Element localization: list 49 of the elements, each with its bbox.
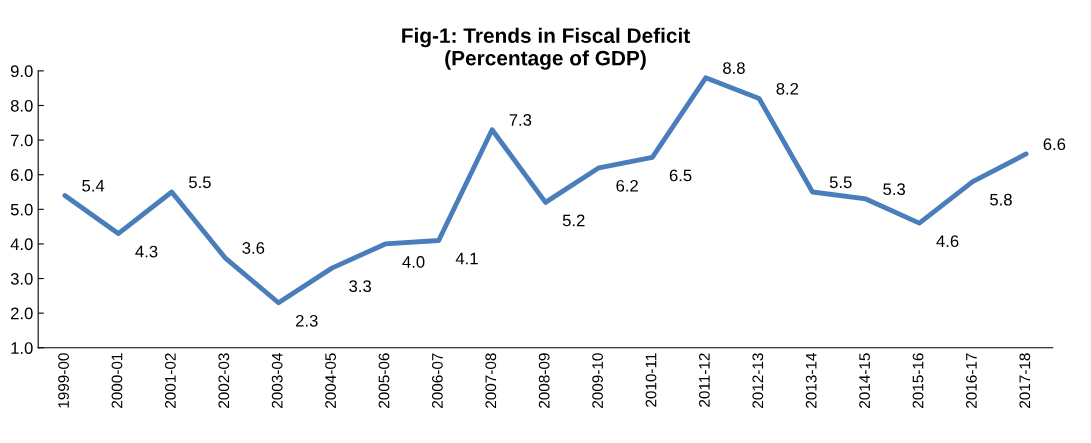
x-tick-label: 2011-12 [698, 353, 710, 407]
x-tick-label: 2015-16 [912, 353, 924, 408]
data-label: 6.6 [1043, 138, 1066, 151]
data-label: 3.6 [242, 242, 265, 254]
data-label: 6.5 [669, 169, 692, 182]
x-tick-label: 2006-07 [431, 353, 443, 408]
x-tick-label: 2010-11 [645, 353, 657, 407]
data-label: 5.8 [990, 193, 1012, 206]
x-tick-label: 2003-04 [271, 353, 283, 408]
data-label: 4.3 [135, 245, 158, 258]
data-label: 2.3 [296, 314, 318, 327]
x-tick-label: 1999-00 [58, 353, 69, 408]
y-tick-label: 9.0 [10, 65, 33, 78]
x-tick-label: 2002-03 [218, 353, 230, 408]
x-tick-label: 2007-08 [485, 353, 497, 408]
data-label: 6.2 [616, 179, 638, 192]
data-label: 4.1 [455, 252, 478, 265]
x-tick-label: 2008-09 [538, 353, 550, 408]
line-series [62, 75, 1029, 306]
x-tick-label: 2016-17 [966, 353, 977, 408]
x-tick-label: 2009-10 [592, 353, 603, 408]
data-label: 7.3 [509, 114, 532, 126]
data-label: 5.5 [829, 176, 852, 189]
data-label: 5.4 [82, 179, 105, 192]
x-tick-label: 2000-01 [111, 353, 123, 408]
y-tick-label: 5.0 [10, 203, 33, 216]
x-tick-label: 2005-06 [378, 353, 390, 408]
data-label: 3.3 [349, 280, 371, 293]
y-tick-label: 4.0 [10, 238, 33, 251]
y-tick-label: 3.0 [10, 272, 33, 285]
data-label: 4.6 [936, 235, 959, 248]
y-tick-label: 1.0 [11, 342, 33, 354]
data-label: 5.3 [883, 183, 906, 196]
x-tick-label: 2004-05 [325, 353, 336, 408]
y-tick-label: 8.0 [10, 99, 33, 112]
data-label: 5.2 [562, 214, 585, 227]
data-label: 8.2 [776, 82, 799, 95]
x-tick-label: 2017-18 [1019, 353, 1031, 408]
data-label: 4.0 [402, 256, 425, 268]
x-tick-label: 2014-15 [859, 353, 871, 408]
data-label: 8.8 [723, 62, 745, 74]
y-tick-label: 7.0 [11, 134, 33, 147]
y-tick-label: 2.0 [11, 307, 33, 320]
data-label: 5.5 [189, 176, 211, 189]
y-tick-label: 6.0 [11, 169, 33, 181]
x-tick-label: 2013-14 [805, 353, 817, 408]
chart-title: Fig-1: Trends in Fiscal Deficit (Percentage of GDP) [402, 27, 690, 70]
x-tick-label: 2001-02 [164, 353, 176, 408]
x-tick-label: 2012-13 [752, 353, 764, 408]
